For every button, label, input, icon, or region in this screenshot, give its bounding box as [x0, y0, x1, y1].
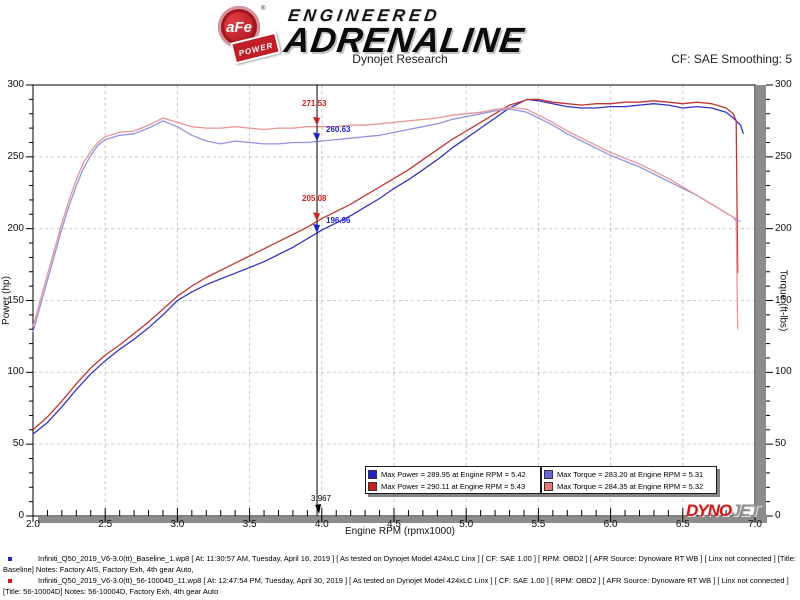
- y-right-tick-label: 100: [775, 366, 792, 378]
- right-axis-title: Torque (ft-lbs): [777, 269, 789, 332]
- run2-notes: [Title: 56-10004D] Notes: 56-10004D, Fac…: [3, 587, 219, 596]
- y-left-tick-label: 150: [7, 294, 24, 306]
- afe-power-logo: aFe ® POWER: [218, 6, 282, 65]
- y-left-tick-label: 100: [7, 366, 24, 378]
- cursor-marker-icon: [313, 224, 321, 234]
- cursor-value-label: 260.63: [326, 124, 351, 134]
- afe-badge-text: aFe: [226, 18, 252, 36]
- report-title: Dynojet Research: [352, 52, 448, 66]
- y-left-tick-label: 200: [7, 222, 24, 234]
- cursor-value-label: 271.53: [302, 98, 327, 108]
- y-left-tick-label: 250: [7, 150, 24, 162]
- x-axis-3d-bar: [38, 517, 767, 523]
- run2-file-info: Infiniti_Q50_2019_V6-3.0(tt)_56-10004D_1…: [38, 576, 789, 585]
- y-left-tick-label: 300: [7, 79, 24, 90]
- legend-marker-power-baseline: [368, 469, 377, 479]
- legend-power-box: Max Power = 289.95 at Engine RPM = 5.42 …: [365, 466, 541, 494]
- x-tick-label: 3.5: [242, 519, 257, 530]
- x-tick-label: 5.0: [459, 519, 474, 530]
- run1-file-info: Infiniti_Q50_2019_V6-3.0(tt)_Baseline_1.…: [38, 554, 796, 563]
- y-right-tick-label: 300: [775, 79, 792, 90]
- legend-label: Max Power = 289.95 at Engine RPM = 5.42: [381, 469, 526, 479]
- x-tick-label: 2.5: [98, 519, 113, 530]
- dynojet-logo-jet: JET: [731, 501, 760, 520]
- x-tick-label: 4.0: [314, 519, 329, 530]
- run2-bullet-icon: [8, 579, 12, 583]
- y-axis-3d-bar: [756, 85, 766, 523]
- legend-row: Max Power = 289.95 at Engine RPM = 5.42: [368, 468, 538, 480]
- y-right-tick-label: 0: [775, 510, 781, 521]
- x-axis-title: Engine RPM (rpmx1000): [344, 526, 456, 537]
- legend-marker-torque-new: [544, 481, 553, 491]
- cursor-bottom-arrow-icon: [315, 504, 322, 514]
- series-torque-baseline: [32, 108, 741, 333]
- y-right-tick-label: 200: [775, 222, 792, 234]
- y-left-tick-label: 50: [12, 438, 24, 450]
- legend-row: Max Power = 290.11 at Engine RPM = 5.43: [368, 480, 538, 492]
- x-tick-label: 7.0: [748, 519, 762, 530]
- legend-label: Max Torque = 283.20 at Engine RPM = 5.31: [557, 469, 704, 479]
- cursor-marker-icon: [313, 116, 321, 126]
- series-power-baseline: [32, 98, 745, 435]
- legend-marker-torque-baseline: [544, 469, 553, 479]
- y-right-tick-label: 150: [775, 294, 792, 306]
- run1-notes: Baseline] Notes: Factory AIS, Factory Ex…: [3, 565, 194, 574]
- x-tick-label: 2.0: [26, 519, 40, 530]
- dynojet-logo: DYNOJET: [686, 501, 760, 521]
- x-tick-label: 4.5: [387, 519, 401, 530]
- x-tick-label: 5.5: [531, 519, 546, 530]
- y-right-tick-label: 250: [775, 150, 792, 162]
- dynojet-logo-dyno: DYNO: [686, 501, 732, 520]
- smoothing-setting: CF: SAE Smoothing: 5: [671, 52, 792, 66]
- x-tick-label: 6.0: [603, 519, 618, 530]
- left-axis-title: Power (hp): [0, 276, 12, 325]
- legend-label: Max Power = 290.11 at Engine RPM = 5.43: [381, 481, 526, 491]
- y-left-tick-label: 0: [18, 510, 24, 521]
- cursor-value-label: 196.96: [326, 216, 351, 226]
- series-power-56-10004d: [32, 98, 739, 431]
- legend-torque-box: Max Torque = 283.20 at Engine RPM = 5.31…: [541, 466, 717, 494]
- cursor-marker-icon: [313, 132, 321, 142]
- cursor-value-label: 205.08: [302, 194, 327, 204]
- y-right-tick-label: 50: [775, 438, 787, 450]
- cursor-marker-icon: [313, 212, 321, 222]
- cursor-rpm-label: 3.967: [311, 494, 332, 503]
- legend-row: Max Torque = 283.20 at Engine RPM = 5.31: [544, 468, 714, 480]
- legend-label: Max Torque = 284.35 at Engine RPM = 5.32: [557, 481, 704, 491]
- run1-bullet-icon: [8, 557, 12, 561]
- legend-marker-power-new: [368, 481, 377, 491]
- x-tick-label: 6.5: [675, 519, 690, 530]
- registered-mark: ®: [261, 6, 266, 12]
- legend-row: Max Torque = 284.35 at Engine RPM = 5.32: [544, 480, 714, 492]
- x-tick-label: 3.0: [170, 519, 185, 530]
- series-torque-56-10004d: [32, 106, 739, 330]
